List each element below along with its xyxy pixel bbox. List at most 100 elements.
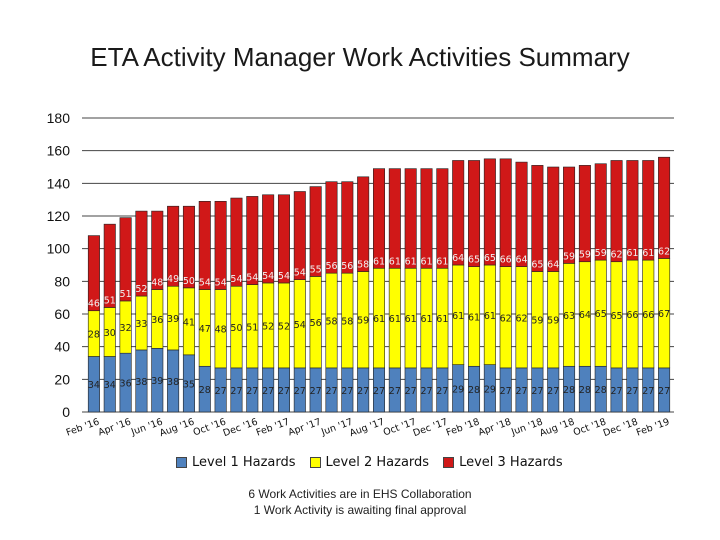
data-label: 63 <box>563 311 575 322</box>
data-label: 65 <box>468 255 480 266</box>
data-label: 27 <box>405 386 417 397</box>
bar-segment <box>642 160 655 261</box>
data-label: 27 <box>230 386 242 397</box>
data-label: 61 <box>389 256 401 267</box>
note-awaiting-approval: 1 Work Activity is awaiting final approv… <box>253 503 467 517</box>
y-tick-label: 0 <box>62 404 70 420</box>
data-label: 66 <box>626 310 638 321</box>
data-label: 58 <box>357 260 369 271</box>
chart-title: ETA Activity Manager Work Activities Sum… <box>90 42 630 72</box>
data-label: 50 <box>230 323 242 334</box>
legend-label: Level 1 Hazards <box>192 455 296 470</box>
bar-segment <box>388 168 401 269</box>
data-label: 27 <box>246 386 258 397</box>
bar-segment <box>135 210 148 297</box>
bar-segment <box>531 165 544 272</box>
data-label: 61 <box>436 314 448 325</box>
bar-segment <box>357 176 370 272</box>
data-label: 51 <box>246 322 258 333</box>
data-label: 29 <box>484 384 496 395</box>
data-label: 28 <box>468 385 480 396</box>
bar-segment <box>262 194 275 284</box>
data-label: 67 <box>658 309 670 320</box>
data-label: 27 <box>500 386 512 397</box>
data-label: 30 <box>104 328 116 339</box>
data-label: 49 <box>167 274 179 285</box>
data-label: 61 <box>468 312 480 323</box>
data-label: 52 <box>262 321 274 332</box>
x-tick-label: Jun '17 <box>319 416 354 438</box>
data-label: 65 <box>595 309 607 320</box>
data-label: 27 <box>215 386 227 397</box>
x-tick-label: Oct '16 <box>192 416 228 438</box>
data-label: 61 <box>484 311 496 322</box>
data-label: 39 <box>151 376 163 387</box>
data-label: 29 <box>452 384 464 395</box>
data-label: 27 <box>341 386 353 397</box>
bar-segment <box>230 197 243 287</box>
bars <box>87 156 671 413</box>
data-label: 54 <box>294 320 306 331</box>
data-label: 52 <box>135 284 147 295</box>
data-label: 65 <box>531 260 543 271</box>
data-labels: 34 28 46 34 30 51 36 32 51 38 33 52 39 36 48 38 39 49 35 41… <box>88 246 670 396</box>
bar-segment <box>309 186 322 277</box>
data-label: 51 <box>104 295 116 306</box>
bar-segment <box>325 181 338 274</box>
y-tick-label: 20 <box>54 371 70 387</box>
data-label: 64 <box>579 310 591 321</box>
y-tick-label: 120 <box>47 208 71 224</box>
bar-segment <box>578 165 591 263</box>
y-tick-label: 100 <box>47 241 71 257</box>
x-tick-label: Aug '17 <box>348 416 386 439</box>
x-tick-label: Feb '16 <box>65 416 101 438</box>
y-tick-label: 60 <box>54 306 70 322</box>
y-axis: 0 20 40 60 80 100 120 140 160 180 <box>47 110 71 420</box>
data-label: 54 <box>262 271 274 282</box>
data-label: 59 <box>531 316 543 327</box>
data-label: 56 <box>310 318 322 329</box>
data-label: 58 <box>341 317 353 328</box>
data-label: 62 <box>515 313 527 324</box>
data-label: 59 <box>563 251 575 262</box>
x-tick-label: Jun '16 <box>129 416 164 438</box>
data-label: 62 <box>500 313 512 324</box>
data-label: 27 <box>642 386 654 397</box>
data-label: 64 <box>452 253 464 264</box>
data-label: 32 <box>120 323 132 334</box>
legend-item: Level 1 Hazards <box>176 455 296 470</box>
data-label: 54 <box>278 271 290 282</box>
data-label: 52 <box>278 321 290 332</box>
y-tick-label: 180 <box>47 110 71 126</box>
data-label: 27 <box>294 386 306 397</box>
data-label: 66 <box>642 310 654 321</box>
bar-segment <box>515 161 528 267</box>
bar-segment <box>499 158 512 267</box>
data-label: 54 <box>294 268 306 279</box>
data-label: 28 <box>595 385 607 396</box>
data-label: 54 <box>215 278 227 289</box>
data-label: 66 <box>500 255 512 266</box>
legend-swatch <box>176 457 187 468</box>
data-label: 28 <box>199 385 211 396</box>
bar-segment <box>214 201 227 290</box>
legend-item: Level 2 Hazards <box>309 455 429 470</box>
data-label: 41 <box>183 317 195 328</box>
data-label: 50 <box>183 276 195 287</box>
bar-segment <box>182 205 195 289</box>
data-label: 61 <box>642 248 654 259</box>
data-label: 56 <box>325 261 337 272</box>
bar-segment <box>151 210 164 290</box>
data-label: 27 <box>626 386 638 397</box>
data-label: 62 <box>611 250 623 261</box>
data-label: 61 <box>373 314 385 325</box>
data-label: 59 <box>579 250 591 261</box>
bar-segment <box>452 160 465 266</box>
note-collaboration: 6 Work Activities are in EHS Collaborati… <box>248 487 472 501</box>
data-label: 61 <box>405 256 417 267</box>
data-label: 27 <box>262 386 274 397</box>
legend-label: Level 3 Hazards <box>459 455 563 470</box>
bar-segment <box>610 160 623 263</box>
